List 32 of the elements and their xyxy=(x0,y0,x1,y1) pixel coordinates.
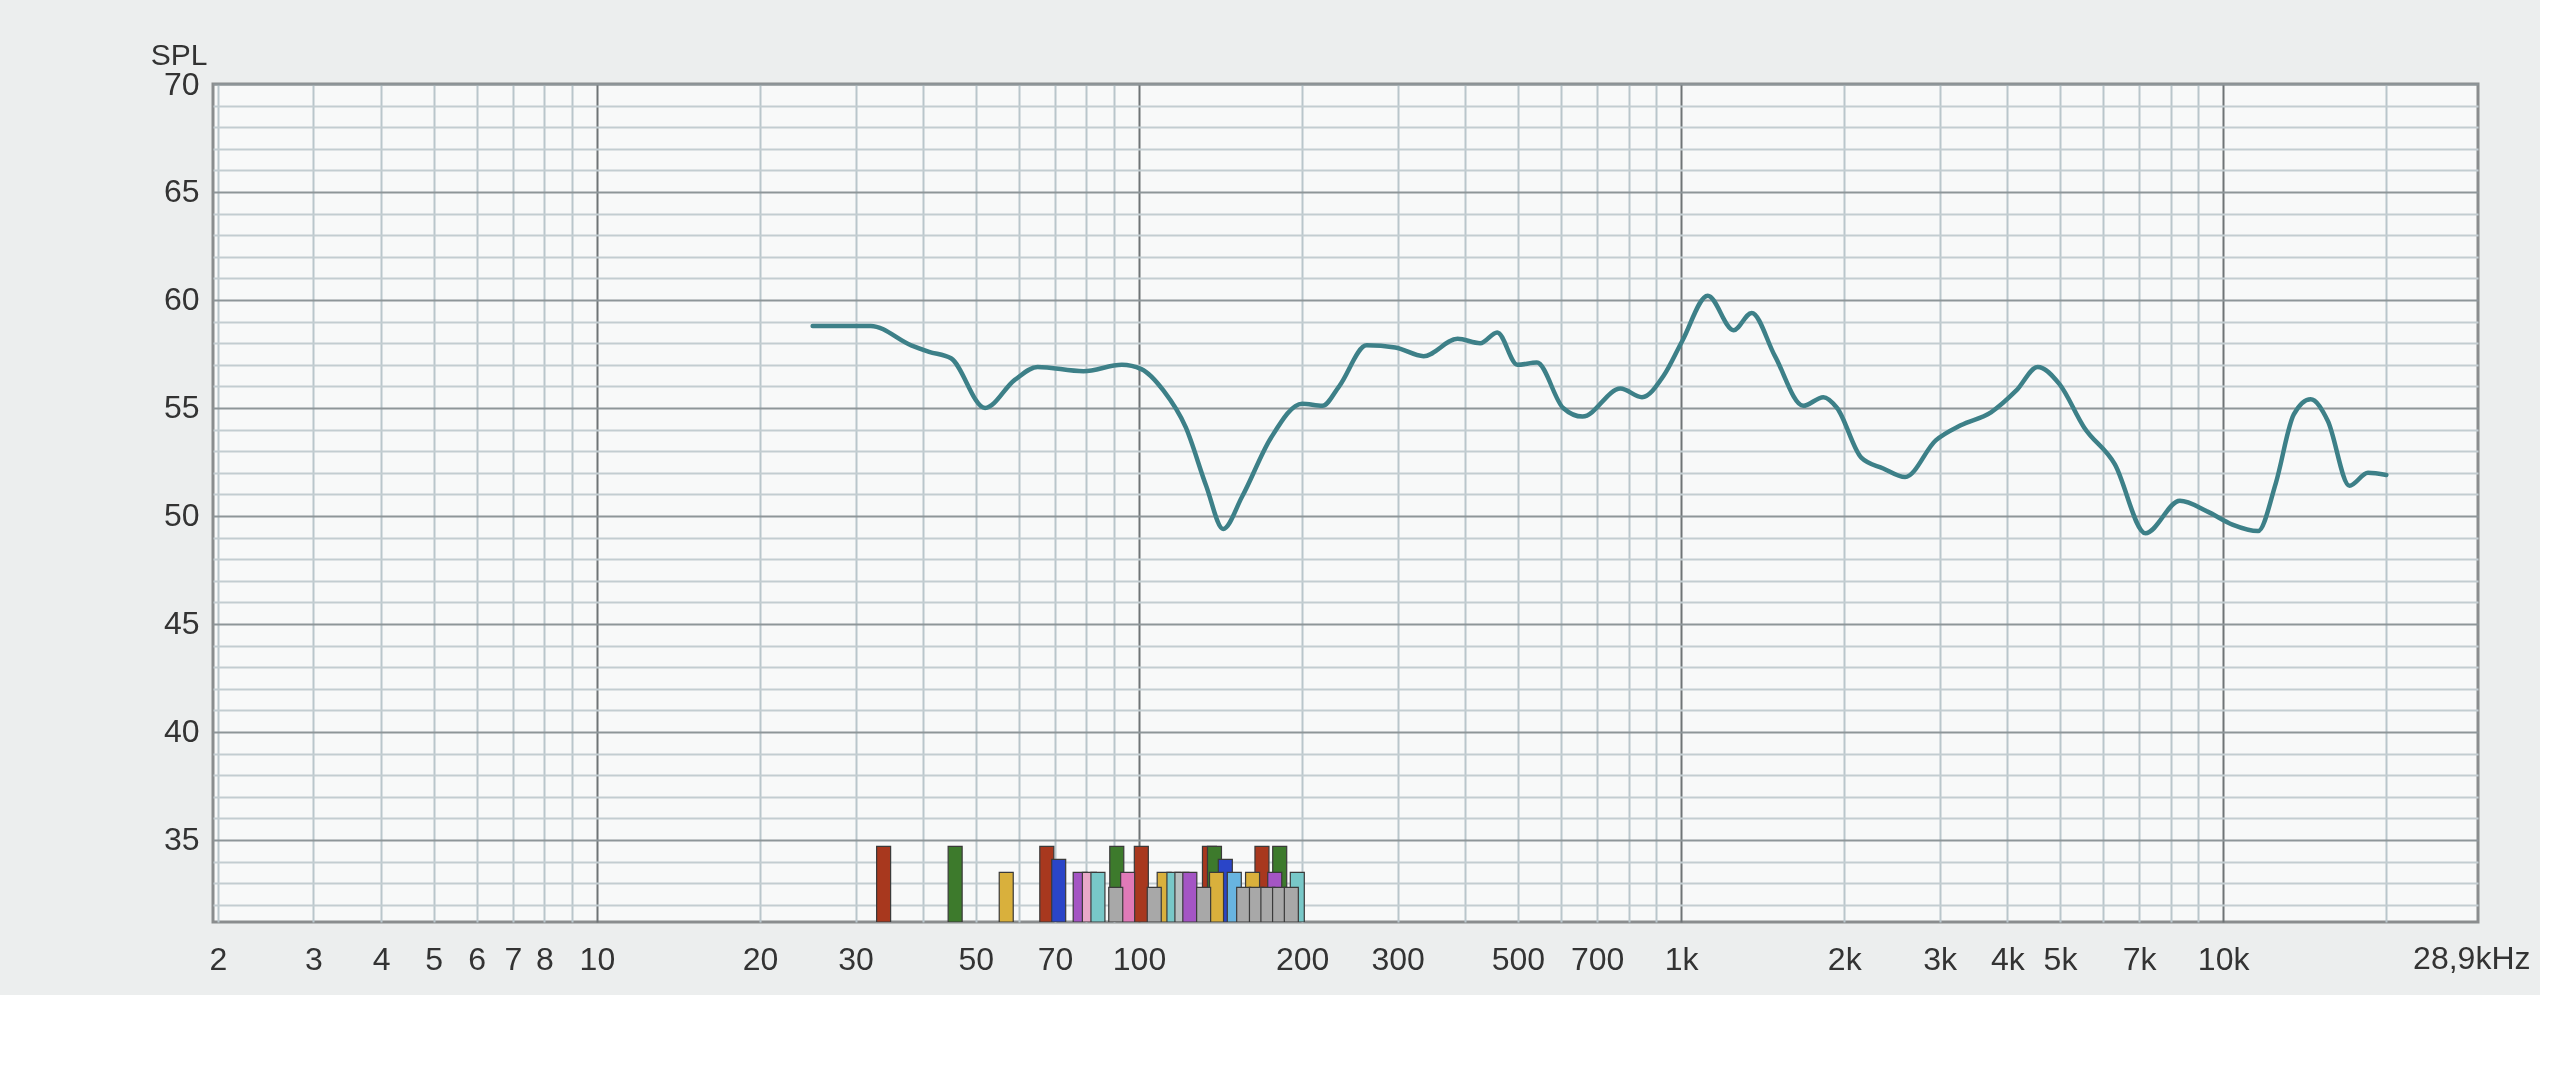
y-tick-label: 45 xyxy=(163,605,200,642)
x-tick-label: 4k xyxy=(1991,940,2026,977)
y-tick-label: 35 xyxy=(163,821,200,858)
x-tick-label: 30 xyxy=(838,940,874,977)
x-tick-label: 3 xyxy=(305,940,323,977)
y-tick-label: 50 xyxy=(163,497,200,534)
x-tick-label: 100 xyxy=(1112,940,1167,977)
x-tick-label: 200 xyxy=(1275,940,1330,977)
x-tick-label: 7k xyxy=(2122,940,2158,977)
x-tick-label: 70 xyxy=(1037,940,1074,977)
x-tick-label: 5 xyxy=(425,940,444,977)
y-tick-label: 65 xyxy=(163,173,200,210)
x-tick-label: 7 xyxy=(504,940,523,977)
y-tick-label: 40 xyxy=(163,713,200,750)
y-tick-label: 55 xyxy=(163,389,200,426)
x-tick-label: 5k xyxy=(2043,940,2079,977)
x-tick-label: 2 xyxy=(209,940,228,977)
x-tick-label: 50 xyxy=(958,940,995,977)
x-tick-label: 1k xyxy=(1664,940,1700,977)
y-tick-label: 60 xyxy=(163,281,200,318)
x-tick-label: 6 xyxy=(468,940,487,977)
x-tick-label: 2k xyxy=(1827,940,1863,977)
x-tick-label: 10k xyxy=(2197,940,2251,977)
x-tick-label: 20 xyxy=(742,940,779,977)
x-axis-title: 28,9kHz xyxy=(2413,939,2531,976)
x-tick-label: 700 xyxy=(1570,940,1625,977)
x-tick-label: 8 xyxy=(535,940,554,977)
x-tick-label: 3k xyxy=(1923,940,1959,977)
x-tick-label: 10 xyxy=(579,940,616,977)
x-tick-label: 300 xyxy=(1371,940,1425,977)
x-tick-label: 4 xyxy=(372,940,391,977)
x-tick-label: 500 xyxy=(1491,940,1546,977)
